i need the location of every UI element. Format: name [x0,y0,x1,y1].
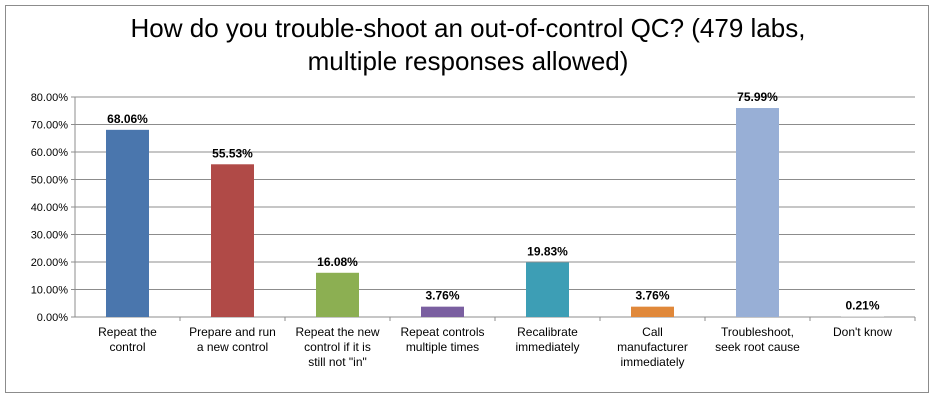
category-label-line: Repeat the new [295,325,379,339]
bar [526,262,569,317]
category-label-line: control [109,340,145,354]
category-label-line: seek root cause [715,340,800,354]
chart-title-line-1: How do you trouble-shoot an out-of-contr… [130,13,806,43]
category-label-line: Troubleshoot, [721,325,794,339]
bar [211,164,254,317]
y-tick-label: 20.00% [31,257,69,269]
category-label-line: immediately [515,340,579,354]
category-label-line: manufacturer [617,340,688,354]
bar [106,129,149,317]
category-label: Repeat the control [98,325,157,354]
bar [316,272,359,317]
category-label: Prepare and run a new control [189,325,276,354]
y-tick-label: 70.00% [31,120,69,132]
category-label-line: Repeat the [98,325,157,339]
chart-title: How do you trouble-shoot an out-of-contr… [0,12,936,78]
category-label-line: still not "in" [308,355,367,369]
y-tick-label: 40.00% [31,202,69,214]
category-label-line: Recalibrate [517,325,578,339]
data-label: 3.76% [425,289,459,303]
category-label-line: Prepare and run [189,325,276,339]
category-label: Repeat controls multiple times [400,325,484,354]
data-label: 75.99% [737,90,778,104]
data-label: 0.21% [845,298,879,312]
category-label-line: Call [642,325,663,339]
category-label-line: immediately [620,355,684,369]
category-label-line: Repeat controls [400,325,484,339]
category-label-line: control if it is [304,340,371,354]
y-tick-label: 80.00% [31,92,69,104]
y-tick-label: 50.00% [31,175,69,187]
data-label: 55.53% [212,146,253,160]
data-label: 68.06% [107,112,148,126]
y-tick-label: 10.00% [31,285,69,297]
category-label: Repeat the new control if it is still not … [295,325,379,369]
chart-title-line-2: multiple responses allowed) [307,46,629,76]
bar [631,306,674,317]
category-label: Call manufacturer immediately [617,325,688,369]
category-label-line: Don't know [833,325,892,339]
bar [421,306,464,317]
bar [841,316,884,317]
category-label-line: multiple times [406,340,479,354]
category-label: Recalibrate immediately [515,325,579,354]
data-label: 16.08% [317,255,358,269]
category-label: Troubleshoot, seek root cause [715,325,800,354]
bar [736,108,779,317]
y-tick-label: 30.00% [31,230,69,242]
data-label: 3.76% [635,289,669,303]
y-tick-label: 60.00% [31,147,69,159]
category-label: Don't know [833,325,892,339]
category-label-line: a new control [197,340,268,354]
y-tick-label: 0.00% [37,312,68,324]
data-label: 19.83% [527,244,568,258]
